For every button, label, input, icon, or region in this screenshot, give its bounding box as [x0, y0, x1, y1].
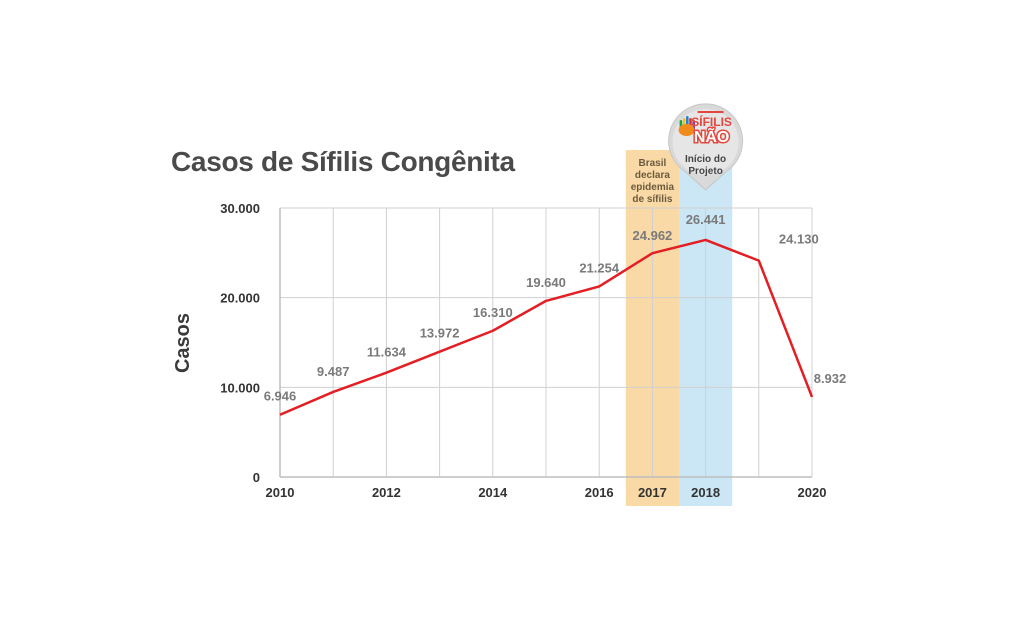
logo-text-top: SÍFILIS	[691, 114, 732, 129]
x-tick-label: 2014	[478, 485, 508, 500]
highlight-note-line: Brasil	[639, 158, 667, 169]
data-label: 13.972	[420, 326, 460, 341]
data-label: 24.130	[779, 232, 819, 247]
hand-palm-icon	[678, 124, 695, 136]
x-tick-label: 2018	[691, 485, 720, 500]
y-tick-label: 10.000	[220, 380, 260, 395]
data-label: 26.441	[686, 212, 726, 227]
chart-title: Casos de Sífilis Congênita	[171, 146, 515, 177]
y-axis-label: Casos	[172, 313, 194, 373]
x-tick-label: 2012	[372, 485, 401, 500]
logo-top-line	[697, 111, 724, 113]
data-label: 19.640	[526, 275, 566, 290]
y-tick-label: 20.000	[220, 291, 260, 306]
x-tick-label: 2020	[798, 485, 827, 500]
data-label: 6.946	[264, 389, 297, 404]
data-label: 9.487	[317, 364, 350, 379]
x-tick-label: 2017	[638, 485, 667, 500]
logo-text-bottom: NÃO	[694, 126, 730, 146]
data-label: 16.310	[473, 305, 513, 320]
marker-note-line: Início do	[685, 154, 726, 165]
highlight-note-line: de sífilis	[632, 194, 672, 205]
data-label: 21.254	[579, 260, 620, 275]
x-tick-label: 2016	[585, 485, 614, 500]
y-tick-label: 0	[253, 470, 260, 485]
y-tick-label: 30.000	[220, 201, 260, 216]
x-tick-label: 2010	[266, 485, 295, 500]
data-label: 8.932	[814, 371, 847, 386]
data-label: 11.634	[367, 345, 407, 360]
marker-note-line: Projeto	[688, 166, 722, 177]
data-label: 24.962	[633, 228, 673, 243]
highlight-note-line: epidemia	[631, 182, 675, 193]
highlight-note-line: declara	[635, 170, 670, 181]
